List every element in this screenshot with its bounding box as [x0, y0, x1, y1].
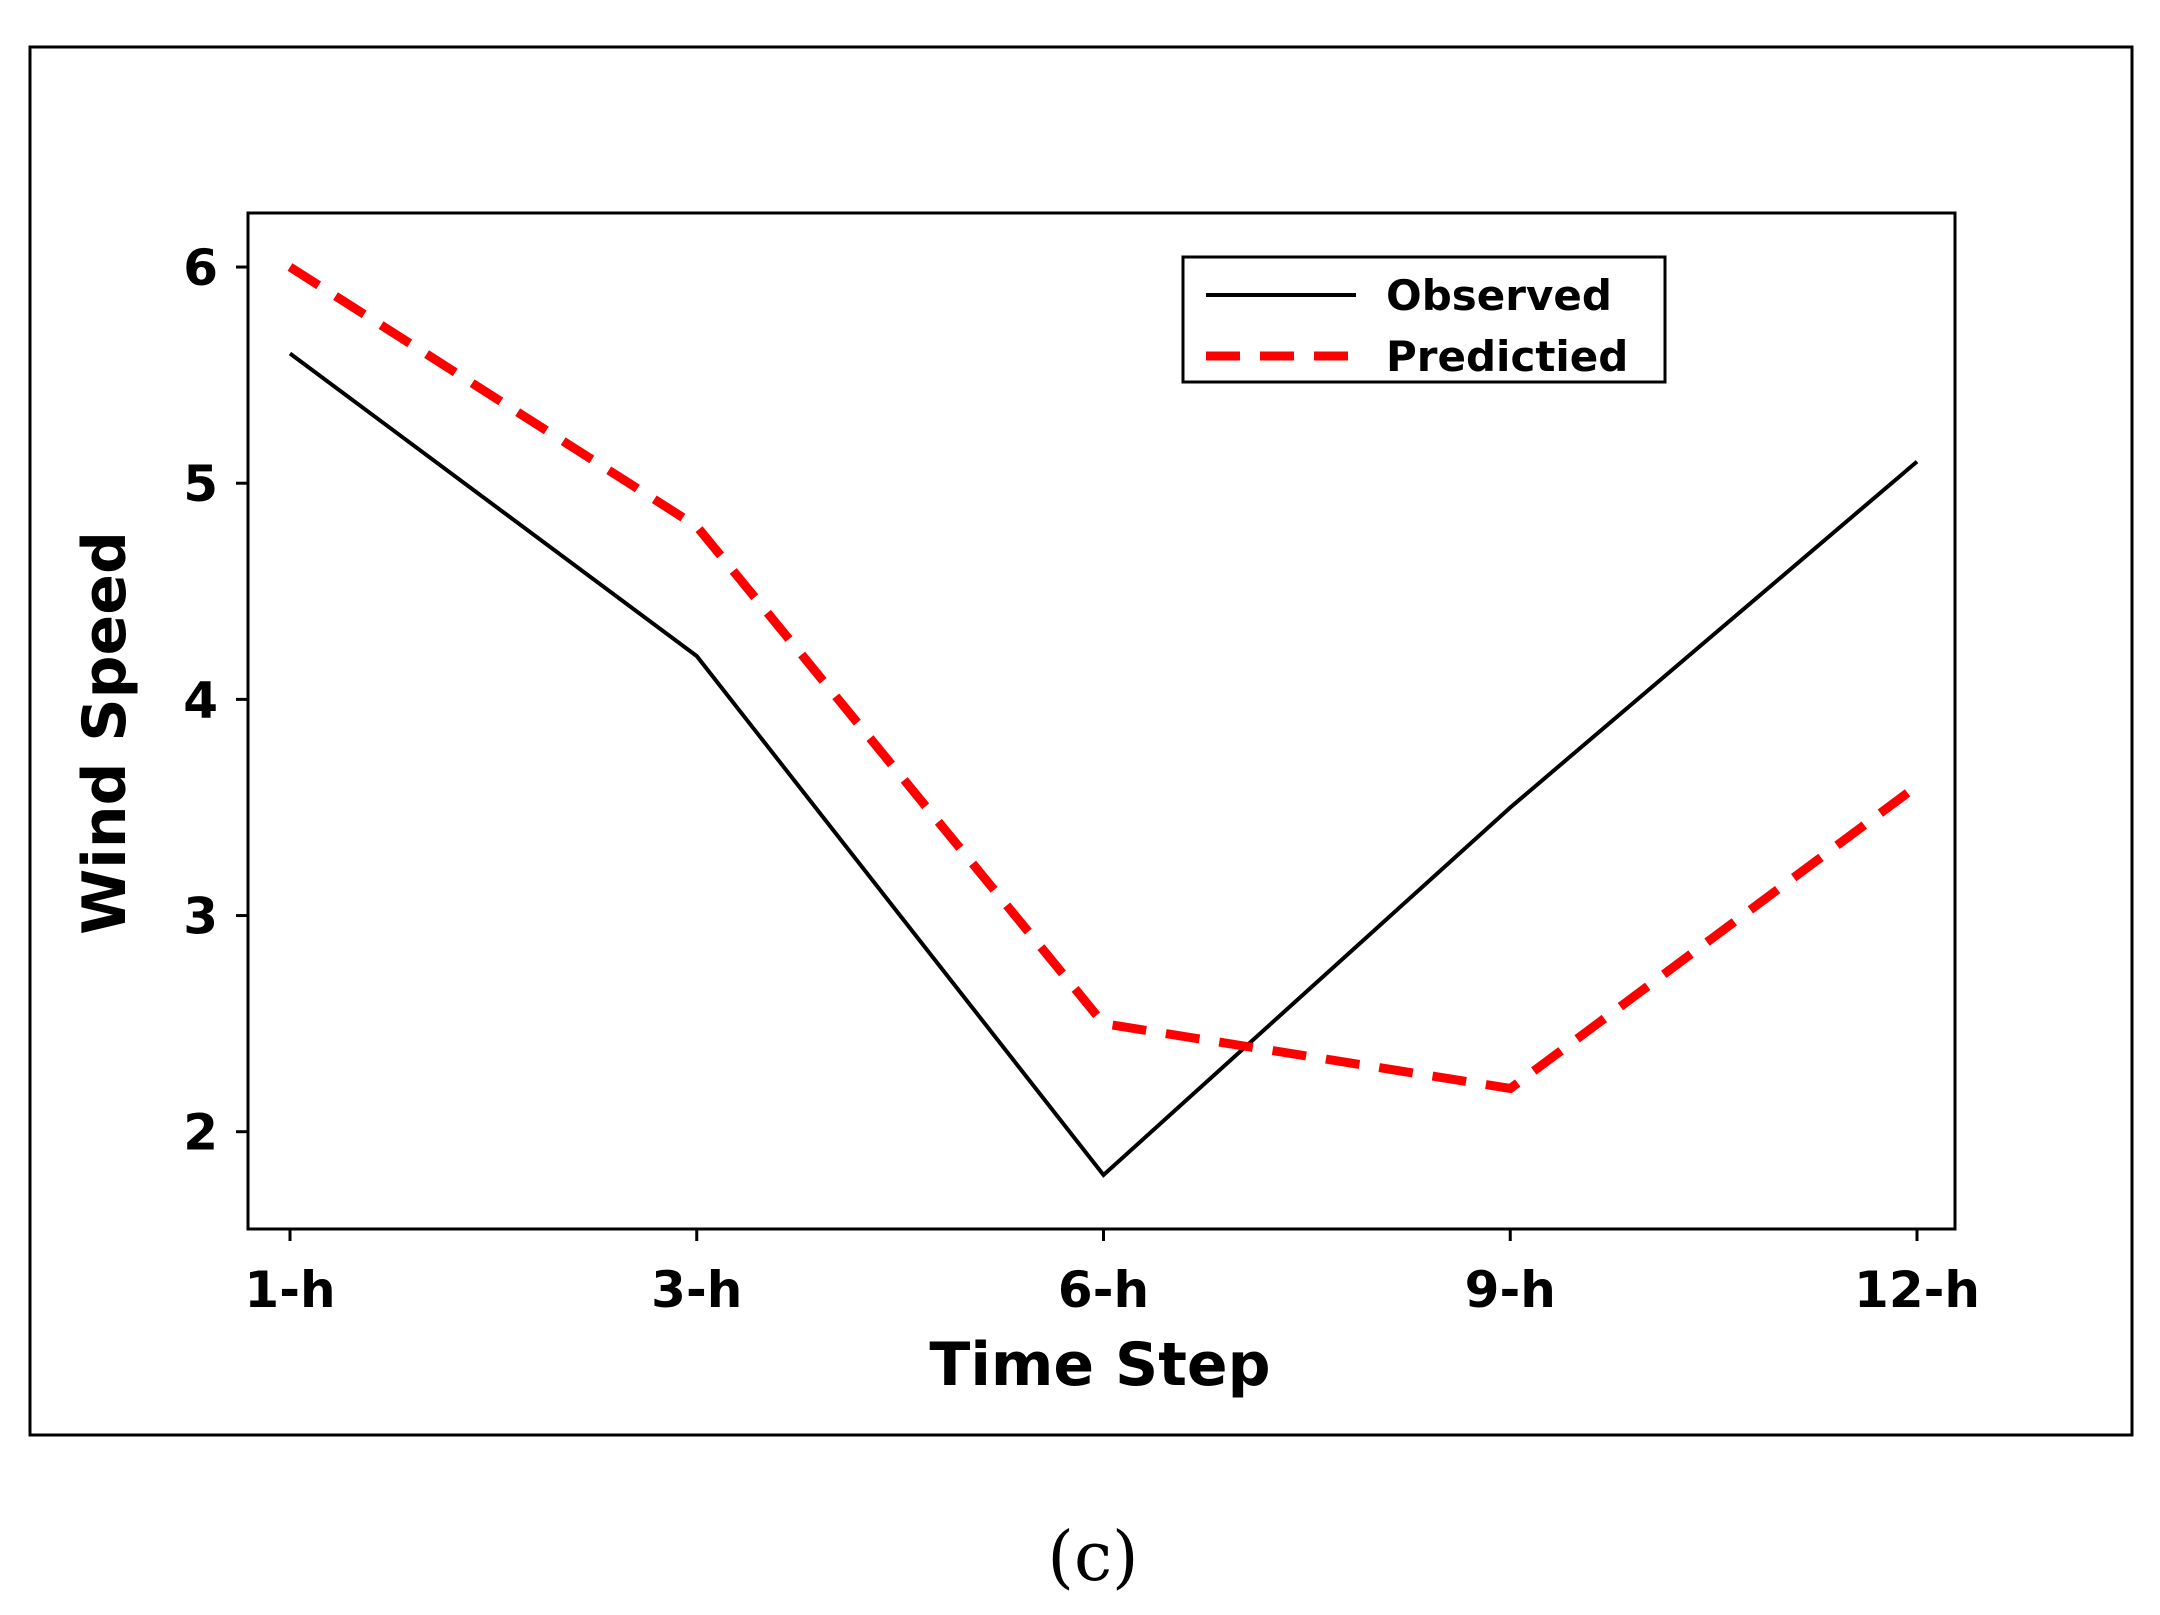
y-tick-label: 6 [183, 239, 218, 297]
y-tick-label: 2 [183, 1104, 218, 1162]
series-layer [287, 263, 1920, 1178]
legend-predicted-label: Predictied [1386, 332, 1628, 381]
plot-area [246, 211, 1957, 1231]
x-tick-label: 12-h [1854, 1261, 1980, 1319]
series-line-predictied [287, 263, 1920, 1094]
x-tick-label: 1-h [244, 1261, 335, 1319]
y-tick-label: 5 [183, 455, 218, 513]
legend: Observed Predictied [1181, 255, 1667, 384]
x-tick-label: 3-h [651, 1261, 742, 1319]
x-tick-label: 6-h [1058, 1261, 1149, 1319]
y-tick-label: 4 [183, 671, 218, 729]
y-tick-label: 3 [183, 888, 218, 946]
legend-observed-label: Observed [1386, 271, 1612, 320]
legend-box [1181, 255, 1667, 384]
figure-caption: (c) [1047, 1518, 1138, 1597]
x-tick-label: 9-h [1465, 1261, 1556, 1319]
axes-layer: 1-h 3-h 6-h 9-h 12-h 2 3 4 5 6 [183, 239, 1980, 1319]
figure-frame [28, 45, 2134, 1437]
series-line-observed [288, 351, 1919, 1178]
x-axis-title: Time Step [929, 1330, 1270, 1400]
y-axis-title: Wind Speed [70, 531, 140, 935]
